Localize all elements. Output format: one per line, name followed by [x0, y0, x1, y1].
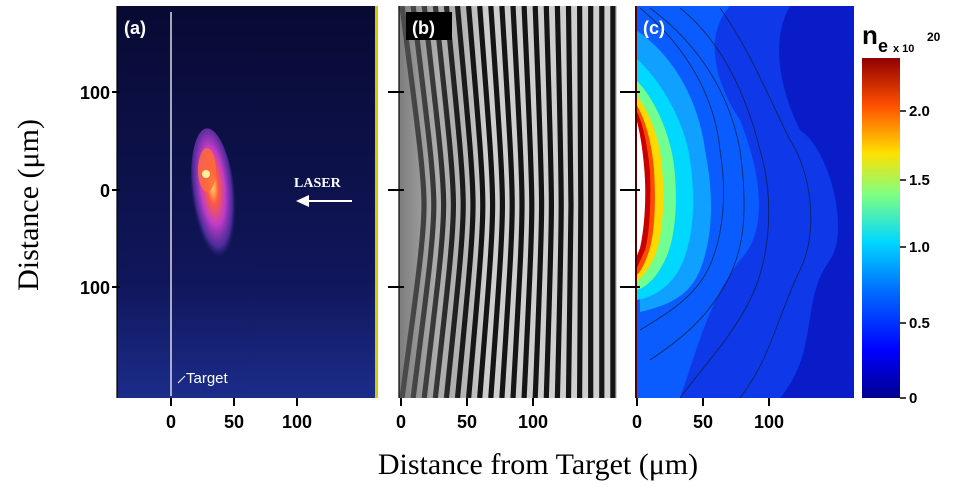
x-tick-label: 50 [693, 412, 713, 432]
density-contours [636, 6, 839, 398]
y-tick-label: 0 [100, 181, 110, 201]
x-axis-title: Distance from Target (μm) [378, 448, 698, 481]
panel-a-edge [375, 6, 378, 398]
y-tick-label: 100 [80, 278, 110, 298]
laser-label: LASER [294, 176, 342, 191]
plasma-hotspot [202, 170, 210, 178]
y-axis-title: Distance (μm) [12, 119, 45, 291]
panel-a-label: (a) [124, 18, 146, 38]
colorbar-gradient [862, 58, 900, 398]
panel-a: Target LASER (a) [117, 6, 378, 398]
axes: Distance (μm) Distance from Target (μm) … [12, 6, 784, 481]
panel-b-label-bg [406, 12, 452, 40]
panel-b-label: (b) [412, 18, 435, 38]
x-tick-label: 100 [518, 412, 548, 432]
x-tick-label: 100 [754, 412, 784, 432]
y-tick-label: 100 [80, 83, 110, 103]
colorbar-subscript: e [878, 36, 888, 56]
x-tick-label: 50 [224, 412, 244, 432]
target-pointer [177, 375, 186, 384]
panel-c: (c) [635, 6, 854, 398]
x-tick-label: 0 [166, 412, 176, 432]
x-tick-label: 0 [632, 412, 642, 432]
plasma-core [198, 148, 216, 192]
colorbar-tick-label: 0 [909, 390, 917, 407]
x-tick-label: 0 [396, 412, 406, 432]
colorbar-exponent: 20 [927, 30, 941, 44]
target-label: Target [186, 370, 229, 387]
colorbar-symbol: n [862, 20, 878, 50]
colorbar-tick-label: 1.5 [909, 172, 930, 189]
panel-b: (b) [399, 6, 617, 398]
x-tick-label: 100 [282, 412, 312, 432]
colorbar-multiplier: x 10 [893, 43, 914, 55]
colorbar-tick-label: 1.0 [909, 239, 930, 256]
laser-arrowhead-icon [296, 195, 309, 207]
panel-b-shade [399, 6, 617, 398]
colorbar-tick-label: 2.0 [909, 103, 930, 120]
colorbar-tick-label: 0.5 [909, 315, 930, 332]
x-tick-label: 50 [457, 412, 477, 432]
colorbar: n e x 10 20 2.0 1.5 1.0 0.5 0 [862, 20, 941, 407]
panel-c-label: (c) [643, 18, 665, 38]
